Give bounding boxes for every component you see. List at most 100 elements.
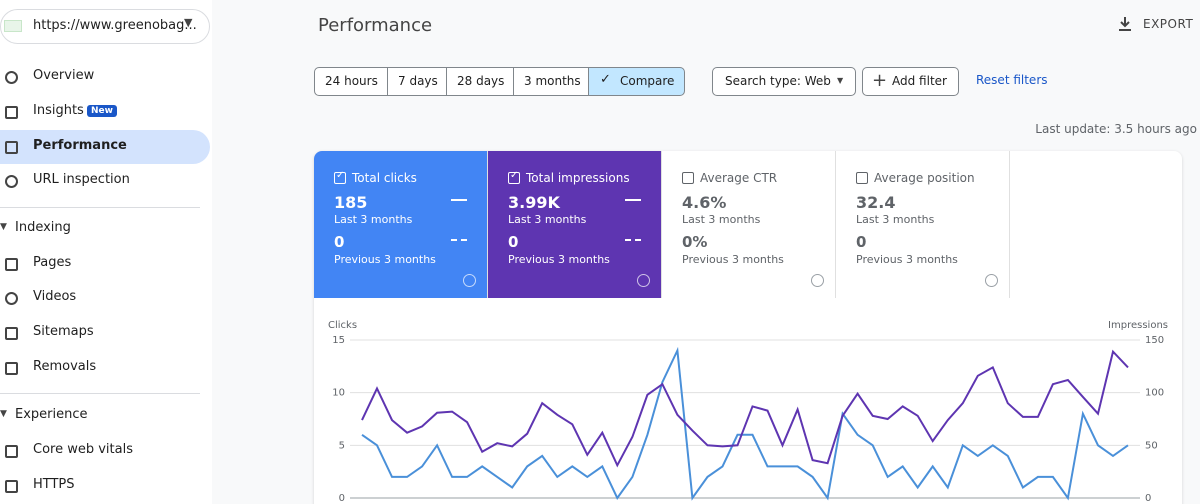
date-chip[interactable]: 28 days xyxy=(446,67,514,96)
reset-filters[interactable]: Reset filters xyxy=(976,73,1048,87)
date-chip[interactable]: 3 months xyxy=(513,67,589,96)
nav-icon xyxy=(5,71,18,84)
export-button[interactable]: EXPORT xyxy=(1143,17,1194,31)
y-tick-label: 10 xyxy=(332,388,345,399)
nav-icon xyxy=(5,175,18,188)
page-title: Performance xyxy=(318,15,433,36)
nav-divider xyxy=(0,207,200,208)
series-line xyxy=(361,346,1129,501)
nav-item[interactable]: Pages xyxy=(33,255,72,270)
date-chip-label: 28 days xyxy=(457,74,505,88)
y2-axis-label: Impressions xyxy=(1108,320,1168,331)
nav-icon xyxy=(5,480,18,493)
metric-value: 185 xyxy=(334,193,368,212)
site-favicon xyxy=(4,20,22,32)
last-update: Last update: 3.5 hours ago xyxy=(1035,122,1197,136)
date-chip[interactable]: ✓ Compare xyxy=(588,67,685,96)
nav-active xyxy=(0,130,210,164)
checkbox-tick: ✓ xyxy=(336,170,345,181)
section-caret: ▼ xyxy=(0,222,7,232)
y2-tick-label: 50 xyxy=(1145,440,1158,451)
metric-period: Last 3 months xyxy=(856,213,935,226)
metric-value: 32.4 xyxy=(856,193,896,212)
series-line xyxy=(361,349,1129,468)
checkbox-tick: ✓ xyxy=(510,170,519,181)
nav-item[interactable]: HTTPS xyxy=(33,477,75,492)
line-legend-solid xyxy=(625,199,641,201)
date-chip-label: 7 days xyxy=(398,74,438,88)
y-axis-label: Clicks xyxy=(328,320,357,331)
metric-card[interactable]: Average position 32.4 Last 3 months 0 Previo… xyxy=(836,151,1010,298)
line-legend-dashed xyxy=(451,239,467,241)
help-icon xyxy=(985,274,998,287)
nav-item[interactable]: Videos xyxy=(33,289,77,304)
metric-compare-period: Previous 3 months xyxy=(334,253,436,266)
nav-item[interactable]: Performance xyxy=(33,138,127,153)
metric-value: 4.6% xyxy=(682,193,727,212)
y2-tick-label: 150 xyxy=(1145,335,1164,346)
metric-compare-value: 0 xyxy=(334,233,345,251)
site-caret: ▼ xyxy=(184,16,193,29)
metric-card[interactable]: Average CTR 4.6% Last 3 months 0% Previous 3… xyxy=(662,151,836,298)
metric-compare-value: 0 xyxy=(856,233,867,251)
nav-divider xyxy=(0,393,200,394)
nav-item[interactable]: Sitemaps xyxy=(33,324,94,339)
help-icon xyxy=(463,274,476,287)
checkbox xyxy=(682,172,694,184)
metric-compare-value: 0 xyxy=(508,233,519,251)
nav-section[interactable]: Experience xyxy=(15,407,88,422)
y2-tick-label: 100 xyxy=(1145,388,1164,399)
date-chip[interactable]: 24 hours xyxy=(314,67,388,96)
metric-label: Total impressions xyxy=(526,171,630,185)
nav-item[interactable]: URL inspection xyxy=(33,172,130,187)
date-chip-label: 3 months xyxy=(524,74,581,88)
search-type[interactable]: Search type: Web ▼ xyxy=(712,67,856,96)
nav-item[interactable]: Core web vitals xyxy=(33,442,133,457)
metric-period: Last 3 months xyxy=(508,213,587,226)
nav-section[interactable]: Indexing xyxy=(15,220,71,235)
y-tick-label: 5 xyxy=(339,440,345,451)
metric-period: Last 3 months xyxy=(682,213,761,226)
metric-card[interactable]: ✓ Total clicks 185 Last 3 months 0 Previous 3… xyxy=(314,151,488,298)
metric-compare-value: 0% xyxy=(682,233,708,251)
search-type-caret: ▼ xyxy=(837,76,844,85)
add-filter[interactable]: + Add filter xyxy=(862,67,959,96)
check-mark: ✓ xyxy=(600,72,611,87)
plus-icon: + xyxy=(872,70,888,91)
metric-label: Average position xyxy=(874,171,975,185)
metric-label: Average CTR xyxy=(700,171,778,185)
nav-icon xyxy=(5,141,18,154)
sidebar xyxy=(0,0,212,504)
nav-icon xyxy=(5,445,18,458)
nav-icon xyxy=(5,258,18,271)
export-icon[interactable] xyxy=(1117,16,1133,32)
line-legend-solid xyxy=(451,199,467,201)
site-url: https://www.greenobag... xyxy=(33,18,197,33)
nav-icon xyxy=(5,362,18,375)
nav-icon xyxy=(5,106,18,119)
metric-card[interactable]: ✓ Total impressions 3.99K Last 3 months 0 Pre… xyxy=(488,151,662,298)
section-caret: ▼ xyxy=(0,409,7,419)
nav-item[interactable]: Overview xyxy=(33,68,95,83)
y-tick-label: 0 xyxy=(339,493,345,504)
metric-compare-period: Previous 3 months xyxy=(856,253,958,266)
site-selector[interactable]: https://www.greenobag... ▼ xyxy=(0,9,210,44)
checkbox xyxy=(334,172,346,184)
date-chip-label: 24 hours xyxy=(325,74,378,88)
nav-item[interactable]: Insights xyxy=(33,103,84,118)
nav-item[interactable]: Removals xyxy=(33,359,97,374)
checkbox xyxy=(856,172,868,184)
y2-tick-label: 0 xyxy=(1145,493,1151,504)
add-filter-label: Add filter xyxy=(892,74,947,88)
metric-value: 3.99K xyxy=(508,193,560,212)
checkbox xyxy=(508,172,520,184)
search-type-label: Search type: Web xyxy=(725,74,831,88)
nav-icon xyxy=(5,327,18,340)
metric-compare-period: Previous 3 months xyxy=(508,253,610,266)
help-icon xyxy=(811,274,824,287)
metric-period: Last 3 months xyxy=(334,213,413,226)
metric-compare-period: Previous 3 months xyxy=(682,253,784,266)
date-chip[interactable]: 7 days xyxy=(387,67,447,96)
date-chip-label: Compare xyxy=(620,74,675,88)
